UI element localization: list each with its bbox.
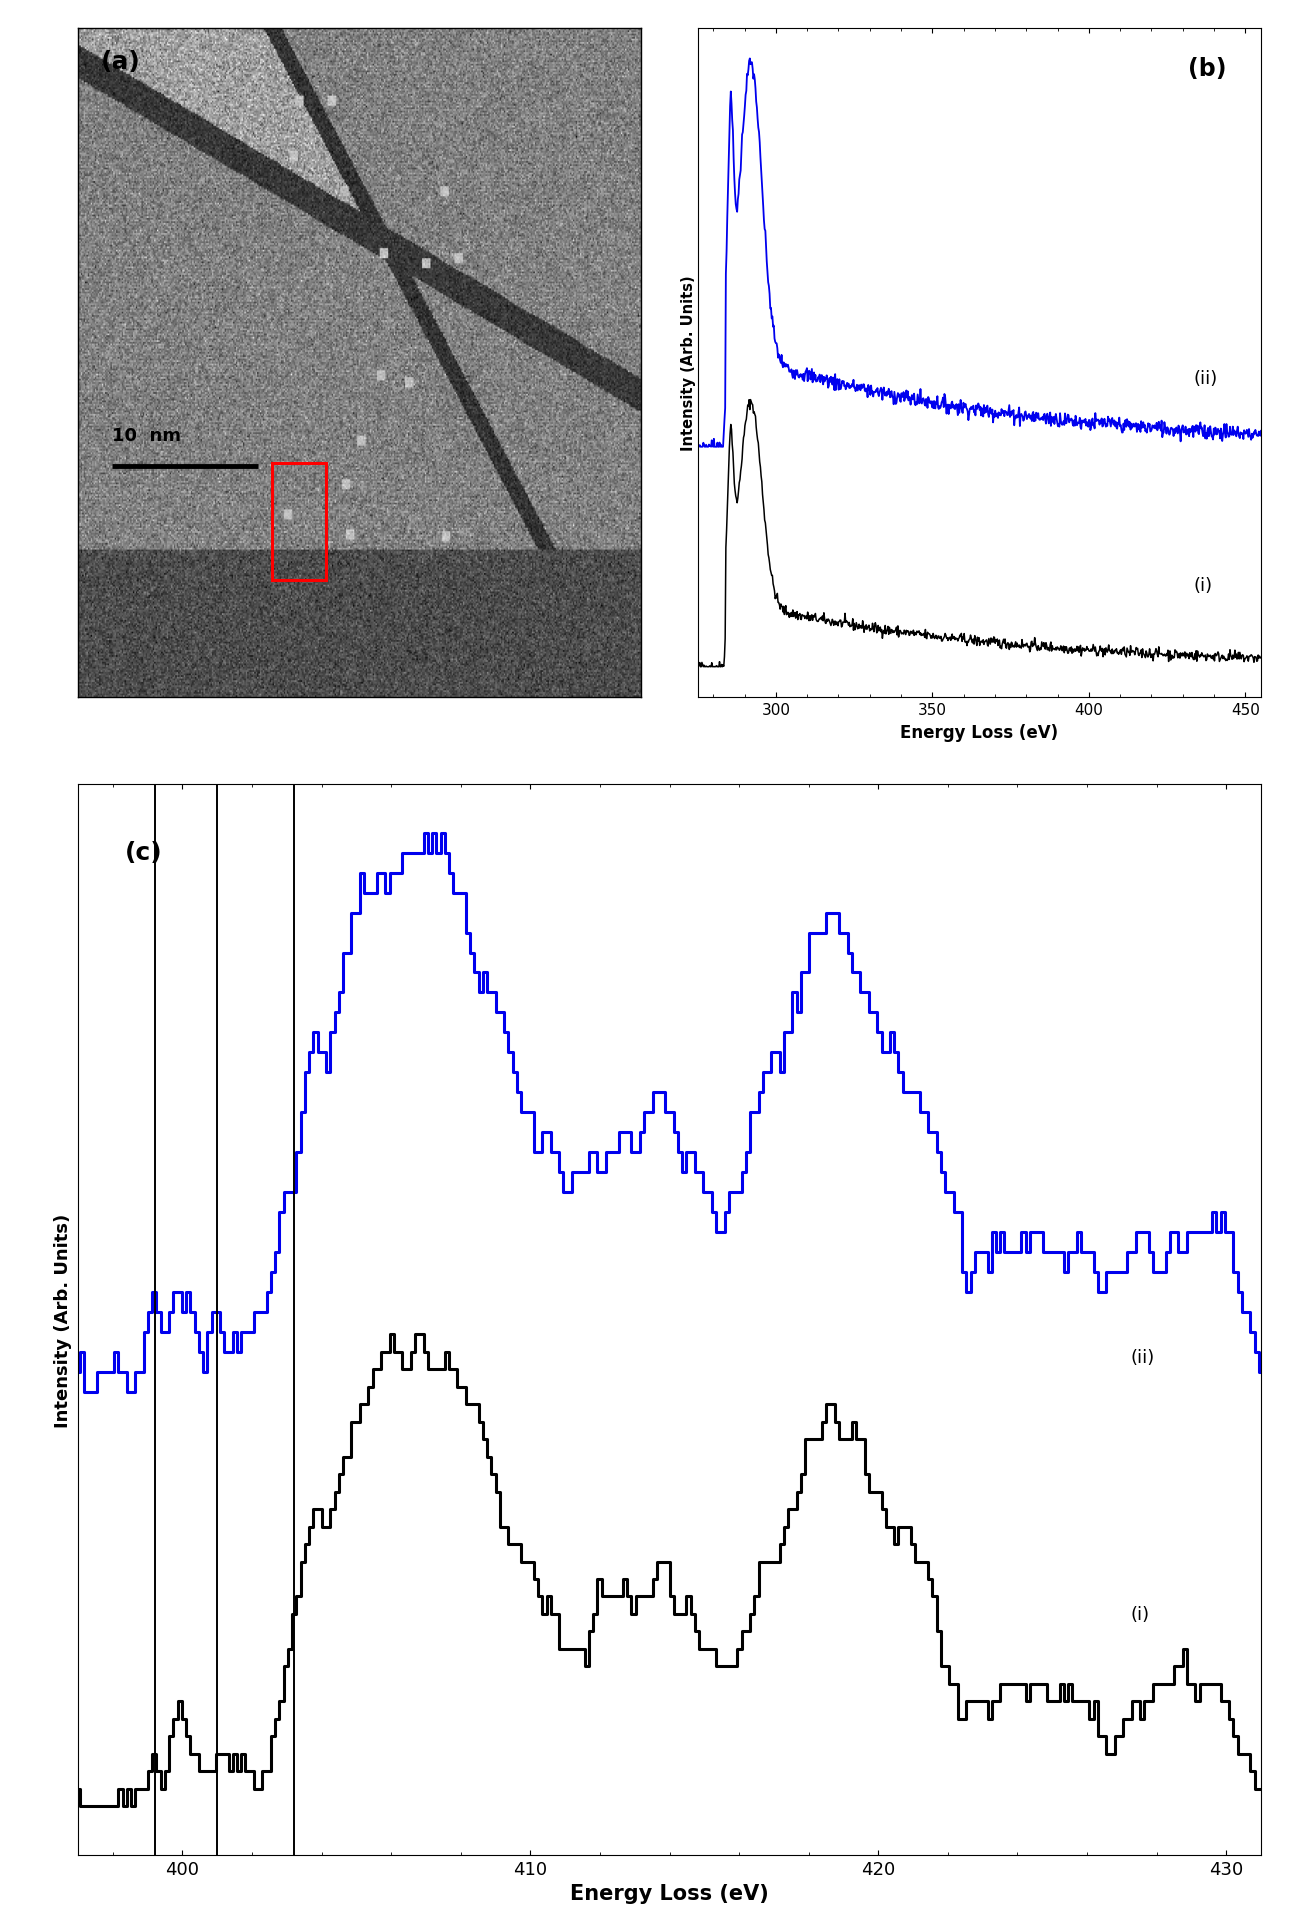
Y-axis label: Intensity (Arb. Units): Intensity (Arb. Units) [681, 276, 697, 452]
Text: (c): (c) [125, 840, 162, 866]
Text: (i): (i) [1193, 578, 1213, 595]
Text: (ii): (ii) [1131, 1349, 1156, 1366]
Text: 10  nm: 10 nm [112, 427, 181, 444]
X-axis label: Energy Loss (eV): Energy Loss (eV) [571, 1884, 768, 1903]
Text: (b): (b) [1188, 56, 1226, 81]
Text: (i): (i) [1131, 1605, 1150, 1623]
Text: (a): (a) [100, 50, 140, 73]
Y-axis label: Intensity (Arb. Units): Intensity (Arb. Units) [55, 1213, 73, 1426]
Bar [272, 464, 326, 582]
Text: (ii): (ii) [1193, 369, 1218, 388]
X-axis label: Energy Loss (eV): Energy Loss (eV) [901, 723, 1058, 742]
